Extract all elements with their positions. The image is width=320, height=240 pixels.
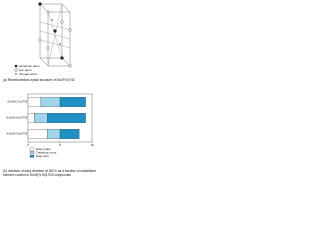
fe-atom bbox=[46, 10, 50, 14]
legend-swatch bbox=[15, 73, 17, 75]
legend-label: iron atom bbox=[19, 68, 32, 72]
y-tick-label: Sm2(Fe,Cr)17N3 bbox=[7, 100, 27, 104]
x-tick-label: 0 bbox=[27, 143, 29, 147]
fe-atom bbox=[68, 28, 72, 32]
bar-segment bbox=[59, 129, 80, 139]
sm-atom bbox=[53, 29, 57, 33]
bar-segment bbox=[34, 113, 48, 123]
fe-atom bbox=[68, 64, 72, 68]
bonds bbox=[39, 3, 71, 67]
legend-swatch bbox=[14, 68, 18, 72]
legend-swatch bbox=[29, 147, 35, 151]
bar-segment bbox=[47, 129, 61, 139]
y-tick-label: Sm2(Fe,Mn)17N3 bbox=[6, 116, 27, 120]
legend-label: samarium atom bbox=[19, 64, 40, 68]
bar-segment bbox=[27, 129, 48, 139]
lattice-lines bbox=[39, 3, 71, 67]
n-atom bbox=[59, 43, 61, 45]
fe-atom bbox=[38, 38, 42, 42]
legend-label: Easy plane bbox=[36, 147, 51, 151]
bar-segment bbox=[40, 97, 61, 107]
bar-segment bbox=[47, 113, 86, 123]
caption: (a) Rhombohedral crystal structure of Sm… bbox=[3, 78, 75, 82]
fe-atom bbox=[60, 20, 64, 24]
y-tick-label: Sm2(Fe,Ga)17N3 bbox=[7, 132, 28, 136]
legend-swatch bbox=[29, 151, 35, 154]
crystal-diagram: samarium atom iron atom nitrogen atom bbox=[14, 2, 72, 76]
legend-label: Transition zone bbox=[36, 150, 57, 154]
sm-atom bbox=[38, 2, 42, 6]
x-tick-label: 10 bbox=[90, 143, 94, 147]
bar-segment bbox=[59, 97, 86, 107]
sm-atom bbox=[60, 56, 64, 60]
legend-label: nitrogen atom bbox=[19, 72, 38, 76]
x-tick-label: 5 bbox=[59, 143, 61, 147]
legend-label: Easy axis bbox=[36, 154, 49, 158]
n-atom bbox=[51, 19, 53, 21]
atoms bbox=[38, 2, 72, 68]
legend-swatch bbox=[29, 154, 35, 158]
bar-segment bbox=[27, 97, 41, 107]
bar-segment bbox=[27, 113, 35, 123]
chart: 0 5 10 Sm2(Fe,Cr)17N3 Sm2(Fe,Mn)17N3 Sm2(Fe,G… bbox=[6, 93, 94, 158]
caption: (b) Variation of easy direction at 300 K… bbox=[3, 169, 96, 177]
fe-atom bbox=[46, 46, 50, 50]
page: {"diagram": {"legend": ["samarium atom",… bbox=[0, 0, 100, 198]
legend-swatch bbox=[14, 64, 18, 68]
